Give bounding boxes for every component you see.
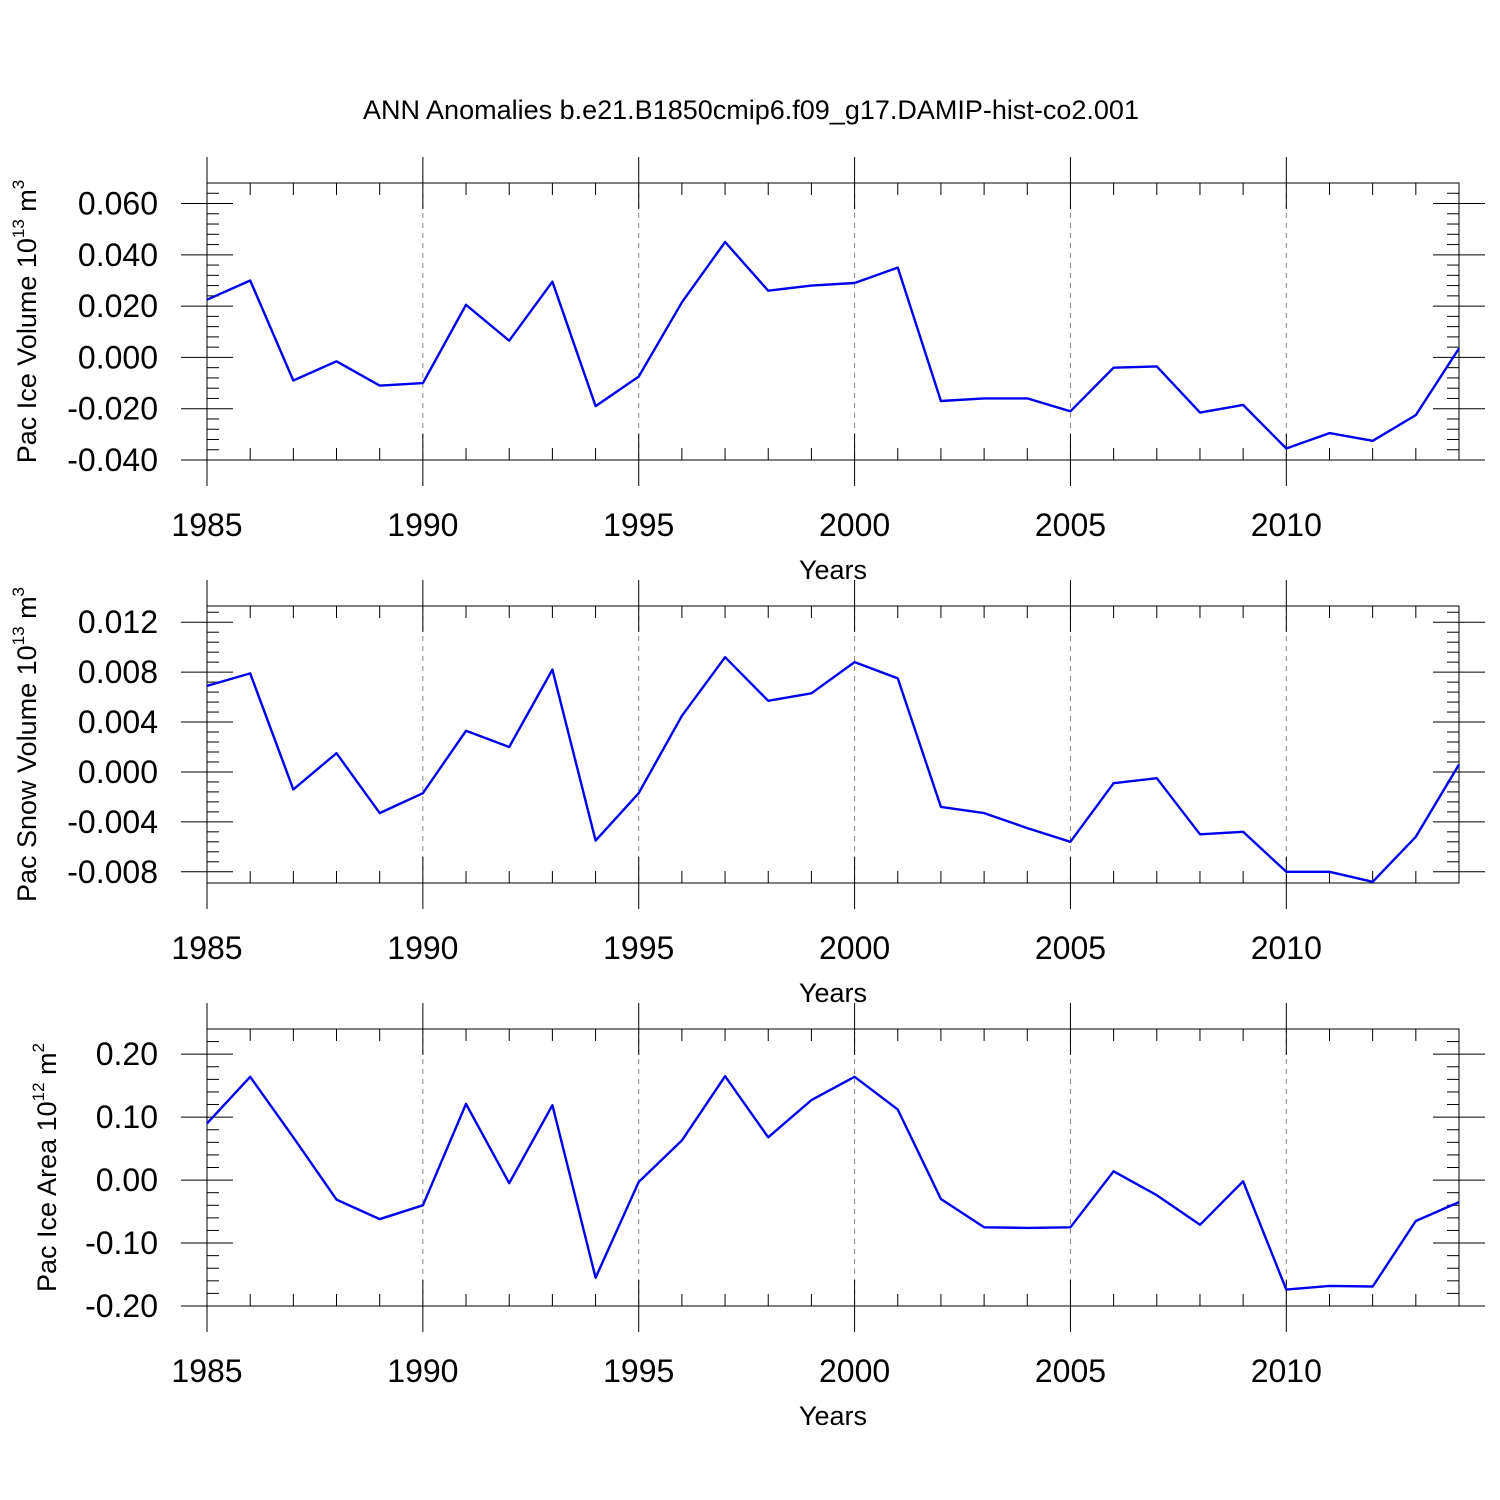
figure-title: ANN Anomalies b.e21.B1850cmip6.f09_g17.D… — [363, 95, 1139, 125]
x-tick-label: 1985 — [171, 507, 242, 543]
x-tick-label: 1985 — [171, 1353, 242, 1389]
y-tick-label: 0.004 — [78, 704, 158, 740]
x-tick-label: 1990 — [387, 507, 458, 543]
x-tick-label: 1995 — [603, 930, 674, 966]
panel-1: 1985 1990 1995 2000 2005 2010 Years -0.040 -0.02… — [9, 157, 1485, 585]
y-tick-label: 0.00 — [96, 1162, 158, 1198]
y-axis-label-unit: m — [32, 1052, 62, 1082]
y-tick-label: -0.008 — [67, 854, 158, 890]
y-axis-label-unit: m — [12, 189, 42, 219]
y-axis-label-unit: m — [12, 596, 42, 626]
y-tick-label: 0.000 — [78, 339, 158, 375]
plot-frame — [206, 182, 1460, 461]
x-axis-label: Years — [799, 555, 867, 585]
plot-frame — [206, 605, 1460, 884]
y-axis-label-unit-exponent: 3 — [9, 180, 28, 189]
plot-frame — [206, 1028, 1460, 1307]
x-tick-label: 1990 — [387, 1353, 458, 1389]
y-axis-label-exponent: 12 — [29, 1082, 48, 1101]
x-axis-label: Years — [799, 978, 867, 1008]
series-line — [206, 240, 1461, 450]
x-axis-label: Years — [799, 1401, 867, 1431]
y-tick-label: -0.004 — [67, 804, 158, 840]
y-tick-label: 0.060 — [78, 186, 158, 222]
y-tick-label: 0.012 — [78, 604, 158, 640]
x-tick-label: 2010 — [1251, 507, 1322, 543]
y-axis-label: Pac Ice Area 1012 m2 — [29, 1043, 62, 1292]
panel-2: 1985 1990 1995 2000 2005 2010 Years -0.008 -0.00… — [9, 580, 1485, 1008]
y-axis-label-unit-exponent: 2 — [29, 1043, 48, 1052]
y-tick-label: -0.20 — [85, 1288, 158, 1324]
panels-group: 1985 1990 1995 2000 2005 2010 Years -0.040 -0.02… — [9, 157, 1485, 1431]
x-tick-label: 2000 — [819, 1353, 890, 1389]
y-tick-label: 0.040 — [78, 237, 158, 273]
y-tick-label: -0.10 — [85, 1225, 158, 1261]
y-tick-label: -0.040 — [67, 442, 158, 478]
x-tick-label: 2005 — [1035, 930, 1106, 966]
x-tick-label: 1995 — [603, 507, 674, 543]
series-line — [206, 1074, 1460, 1291]
y-tick-label: 0.10 — [96, 1099, 158, 1135]
y-axis-label: Pac Snow Volume 1013 m3 — [9, 587, 42, 902]
x-tick-label: 2010 — [1251, 930, 1322, 966]
y-axis-label-unit-exponent: 3 — [9, 587, 28, 596]
y-axis-label-exponent: 13 — [9, 626, 28, 645]
x-tick-label: 2005 — [1035, 1353, 1106, 1389]
x-tick-label: 1985 — [171, 930, 242, 966]
y-tick-label: -0.020 — [67, 391, 158, 427]
y-axis-label: Pac Ice Volume 1013 m3 — [9, 180, 42, 464]
y-axis-label-main: Pac Ice Volume 10 — [12, 238, 42, 463]
y-axis-label-exponent: 13 — [9, 219, 28, 238]
y-tick-label: 0.000 — [78, 754, 158, 790]
y-tick-label: 0.008 — [78, 654, 158, 690]
series-line — [206, 656, 1461, 883]
y-tick-label: 0.20 — [96, 1036, 158, 1072]
y-axis-label-main: Pac Snow Volume 10 — [12, 645, 42, 902]
x-tick-label: 1990 — [387, 930, 458, 966]
x-tick-label: 1995 — [603, 1353, 674, 1389]
x-tick-label: 2000 — [819, 507, 890, 543]
y-tick-label: 0.020 — [78, 288, 158, 324]
x-tick-label: 2010 — [1251, 1353, 1322, 1389]
x-tick-label: 2000 — [819, 930, 890, 966]
y-axis-label-main: Pac Ice Area 10 — [32, 1101, 62, 1292]
x-tick-label: 2005 — [1035, 507, 1106, 543]
panel-3: 1985 1990 1995 2000 2005 2010 Years -0.20 -0.10 0… — [29, 1003, 1485, 1431]
